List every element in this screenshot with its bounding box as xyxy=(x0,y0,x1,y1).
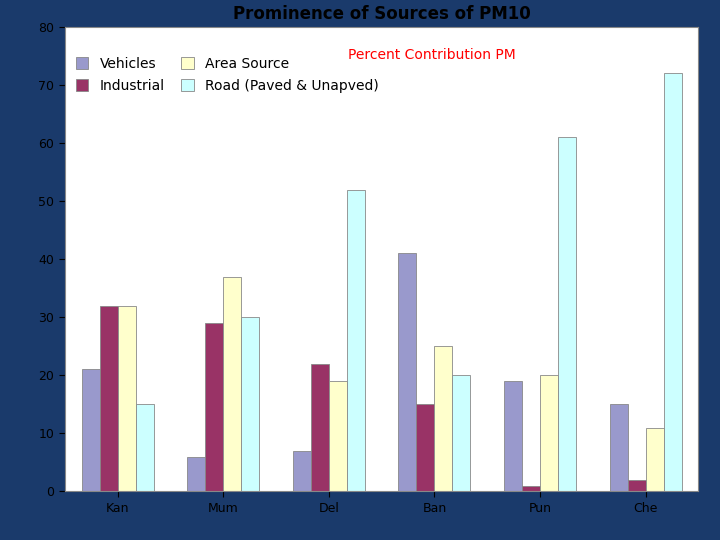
Bar xyxy=(646,428,664,491)
Bar xyxy=(187,456,205,491)
Bar xyxy=(540,375,558,491)
Bar xyxy=(398,253,416,491)
Bar xyxy=(135,404,153,491)
Bar xyxy=(223,276,241,491)
Bar xyxy=(205,323,223,491)
Bar xyxy=(504,381,522,491)
Bar xyxy=(99,306,117,491)
Bar xyxy=(81,369,99,491)
Bar xyxy=(293,451,311,491)
Bar xyxy=(434,346,452,491)
Bar xyxy=(416,404,434,491)
Bar xyxy=(664,73,682,491)
Bar xyxy=(241,318,259,491)
Bar xyxy=(522,485,540,491)
Bar xyxy=(558,137,576,491)
Legend: Vehicles, Industrial, Area Source, Road (Paved & Unapved): Vehicles, Industrial, Area Source, Road … xyxy=(72,52,383,97)
Bar xyxy=(347,190,365,491)
Bar xyxy=(610,404,628,491)
Bar xyxy=(628,480,646,491)
Bar xyxy=(117,306,135,491)
Bar xyxy=(452,375,470,491)
Text: Percent Contribution PM: Percent Contribution PM xyxy=(348,48,516,62)
Bar xyxy=(329,381,347,491)
Bar xyxy=(311,364,329,491)
Title: Prominence of Sources of PM10: Prominence of Sources of PM10 xyxy=(233,5,531,23)
